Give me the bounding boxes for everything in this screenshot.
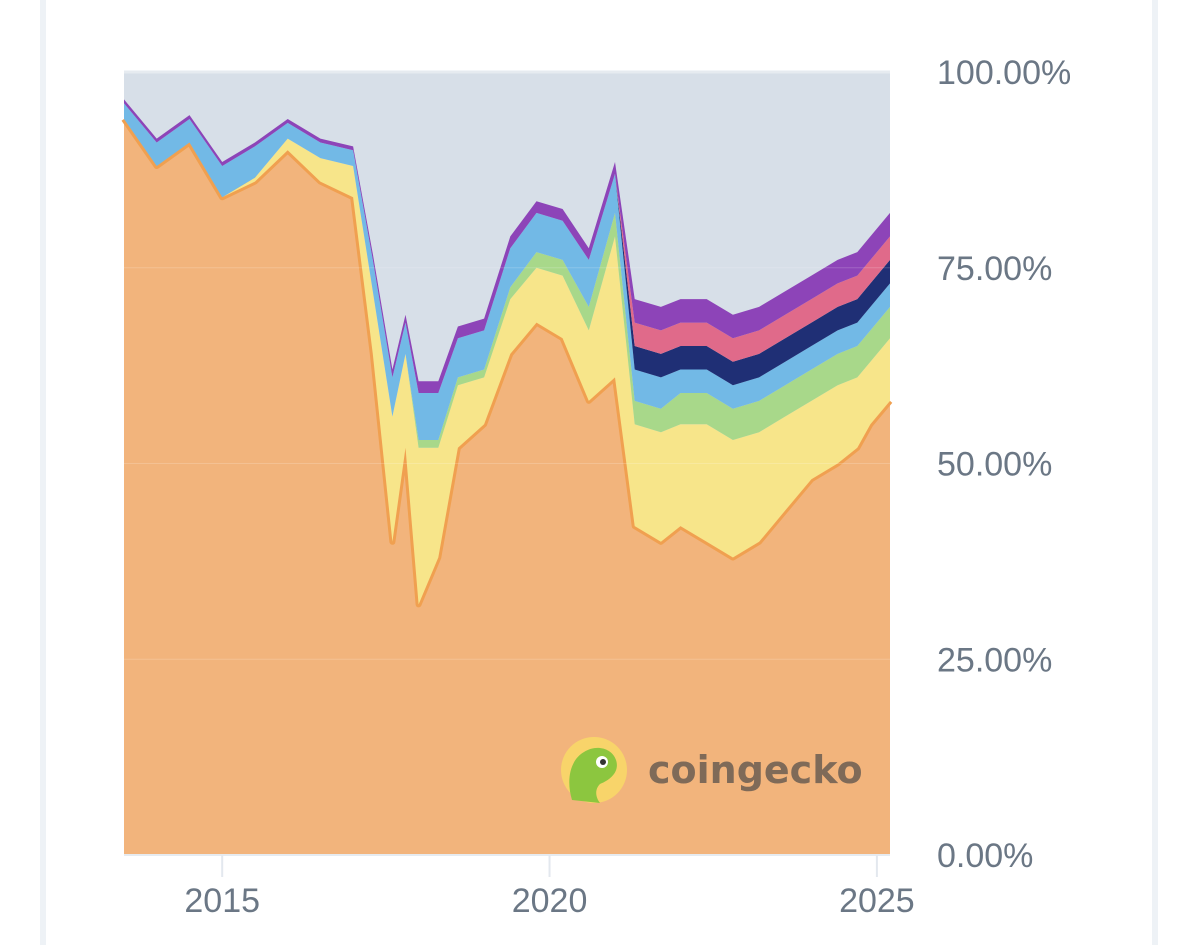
area-series-4 [124,103,890,441]
gridlines [124,70,890,660]
frame-border-left [40,0,46,945]
y-tick-label: 75.00% [937,250,1052,288]
area-series-7 [124,99,890,394]
x-tick-label: 2015 [184,882,260,920]
frame-border-right [1152,0,1158,945]
area-series-2 [124,119,890,605]
watermark-text: coingecko [648,748,863,792]
y-tick-label: 0.00% [937,837,1033,875]
y-tick-label: 25.00% [937,641,1052,679]
coingecko-watermark: coingecko [561,737,863,803]
stacked-areas [121,99,893,855]
y-tick-label: 50.00% [937,446,1052,484]
y-tick-label: 100.00% [937,54,1071,92]
area-series-1 [124,119,890,855]
x-tick-label: 2020 [512,882,588,920]
coingecko-gecko-icon [561,737,627,803]
y-axis: 100.00% 75.00% 50.00% 25.00% 0.00% [937,54,1071,875]
x-axis: 2015 2020 2025 [124,854,915,920]
x-tick-label: 2025 [839,882,915,920]
